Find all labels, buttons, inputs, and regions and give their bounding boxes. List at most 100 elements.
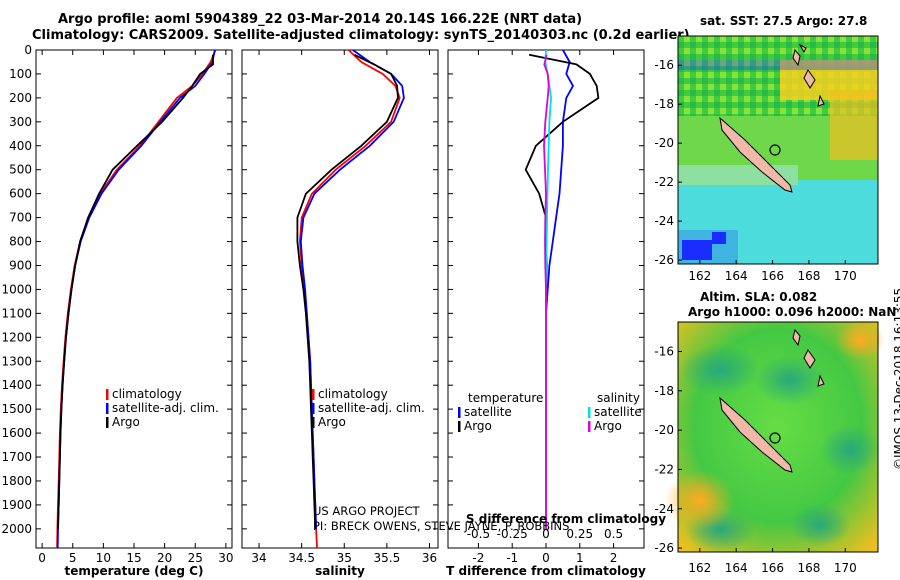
profile-panel-salinity: 34 34.5 35 35.5 36 salinity climatologysatelli… [241,49,439,578]
y-tick-label: 500 [9,163,32,177]
map-x-tick-label: 170 [834,269,857,283]
map-x-tick-label: 166 [761,561,784,575]
map-x-tick-label: 164 [725,561,748,575]
map-y-tick-label: -18 [654,97,674,111]
legend-title-salinity: salinity [597,391,640,405]
title-line-2: Climatology: CARS2009. Satellite-adjuste… [32,28,690,43]
x-tick-label: 30 [218,551,233,565]
legend-swatch [106,417,109,428]
x-axis-label: temperature (deg C) [65,564,204,578]
legend-label: Argo [318,415,346,429]
y-tick-label: 1200 [1,330,32,344]
legend-label: Argo [594,419,622,433]
y-tick-label: 600 [9,187,32,201]
legend-swatch [312,417,315,428]
map-x-tick-label: 162 [688,561,711,575]
legend-swatch [312,403,315,414]
legend-label: Argo [112,415,140,429]
map-y-tick-label: -22 [654,175,674,189]
y-tick-label: 1800 [1,474,32,488]
legend-label: satellite-adj. clim. [318,401,425,415]
x-axis-label: salinity [315,564,365,578]
map-y-tick-label: -24 [654,214,674,228]
map-y-tick-label: -16 [654,58,674,72]
sst-map-title: sat. SST: 27.5 Argo: 27.8 [700,14,868,28]
series-line-satellite-adj-clim- [299,49,405,529]
map-x-tick-label: 166 [761,269,784,283]
s-difference-label: S difference from climatology [466,512,666,526]
legend-swatch [458,407,461,418]
map-y-tick-label: -20 [654,423,674,437]
credit-project: US ARGO PROJECT [313,504,421,518]
legend-label: satellite [464,405,512,419]
y-tick-label: 1400 [1,378,32,392]
argo-position-marker [769,144,781,156]
legend-title-temperature: temperature [468,391,543,405]
y-tick-label: 2000 [1,522,32,536]
map-x-tick-label: 170 [834,561,857,575]
x-tick-label: 34 [251,551,266,565]
series-line-climatology [56,49,217,549]
x-tick-label: 0 [542,551,550,565]
sla-map-title-2: Argo h1000: 0.096 h2000: NaN [688,305,897,319]
map-y-tick-label: -24 [654,502,674,516]
sst-map [677,35,879,265]
s-difference-tick-label: 0.25 [566,527,593,541]
profile-panel-difference-from-climatology: -2 -1 0 1 2T difference from climatology temp… [446,49,666,578]
map-y-tick-label: -22 [654,462,674,476]
x-tick-label: 20 [157,551,172,565]
map-x-tick-label: 164 [725,269,748,283]
plot-frame [241,49,439,549]
map-y-tick-label: -26 [654,541,674,555]
series-line-argo [57,54,214,529]
series-line-salinity-argo [543,54,550,529]
legend-swatch [312,389,315,400]
y-tick-label: 100 [9,67,32,81]
y-tick-label: 900 [9,258,32,272]
legend-label: climatology [112,387,182,401]
y-tick-label: 400 [9,139,32,153]
y-tick-label: 1700 [1,450,32,464]
map-y-tick-label: -20 [654,136,674,150]
s-difference-tick-label: 0 [542,527,550,541]
y-tick-label: 300 [9,115,32,129]
map-x-tick-label: 168 [797,561,820,575]
y-tick-label: 0 [24,43,32,57]
y-tick-label: 1300 [1,354,32,368]
map-y-tick-label: -18 [654,384,674,398]
y-tick-label: 1900 [1,498,32,512]
x-tick-label: 35.5 [374,551,401,565]
x-tick-label: 1 [576,551,584,565]
x-tick-label: 36 [422,551,437,565]
x-tick-label: 35 [337,551,352,565]
x-tick-label: -2 [472,551,484,565]
new-caledonia-land [719,116,793,193]
map-x-tick-label: 168 [797,269,820,283]
plot-frame [35,49,233,549]
s-difference-tick-label: 0.5 [604,527,623,541]
legend-label: satellite [594,405,642,419]
legend-swatch [106,403,109,414]
vanuatu-land [792,43,825,107]
y-tick-label: 700 [9,211,32,225]
x-tick-label: 34.5 [288,551,315,565]
y-tick-label: 800 [9,235,32,249]
legend-label: satellite-adj. clim. [112,401,219,415]
legend-label: climatology [318,387,388,401]
x-tick-label: 25 [188,551,203,565]
map-y-tick-label: -16 [654,344,674,358]
y-tick-label: 200 [9,91,32,105]
map-x-tick-label: 162 [688,269,711,283]
sla-map [665,320,885,553]
s-difference-tick-label: -0.5 [467,527,490,541]
y-tick-label: 1000 [1,282,32,296]
s-difference-tick-label: -0.25 [497,527,528,541]
y-tick-label: 1600 [1,426,32,440]
x-tick-label: -1 [506,551,518,565]
legend-swatch [458,421,461,432]
series-line-satellite-adj-clim- [56,49,216,549]
legend-label: Argo [464,419,492,433]
credit-pi: PI: BRECK OWENS, STEVE JAYNE, P. ROBBINS [313,519,569,533]
